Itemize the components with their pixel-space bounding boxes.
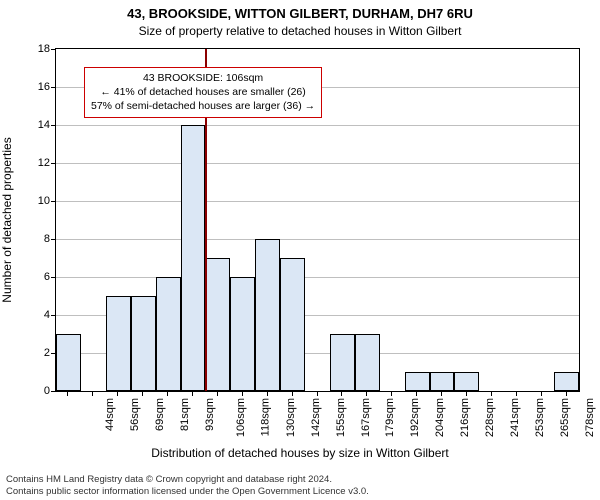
gridline (56, 277, 579, 278)
x-tick-mark (167, 392, 168, 396)
x-tick-mark (566, 392, 567, 396)
x-tick-mark (142, 392, 143, 396)
x-tick-mark (516, 392, 517, 396)
gridline (56, 163, 579, 164)
x-tick-mark (242, 392, 243, 396)
histogram-bar (405, 372, 430, 391)
plot-area: 43 BROOKSIDE: 106sqm← 41% of detached ho… (55, 48, 580, 392)
x-tick-label: 241sqm (509, 398, 521, 437)
x-tick-mark (366, 392, 367, 396)
x-tick-mark (192, 392, 193, 396)
y-tick-label: 16 (20, 81, 50, 93)
y-tick-label: 0 (20, 385, 50, 397)
y-tick-label: 10 (20, 195, 50, 207)
histogram-bar (205, 258, 230, 391)
gridline (56, 125, 579, 126)
histogram-bar (330, 334, 355, 391)
gridline (56, 201, 579, 202)
histogram-bar (554, 372, 579, 391)
footer-line1: Contains HM Land Registry data © Crown c… (6, 474, 369, 486)
x-tick-label: 130sqm (285, 398, 297, 437)
chart-container: 43, BROOKSIDE, WITTON GILBERT, DURHAM, D… (0, 0, 600, 500)
y-tick-mark (51, 201, 55, 202)
x-tick-mark (341, 392, 342, 396)
x-tick-mark (317, 392, 318, 396)
y-tick-label: 18 (20, 43, 50, 55)
chart-title: 43, BROOKSIDE, WITTON GILBERT, DURHAM, D… (0, 0, 600, 22)
x-tick-mark (92, 392, 93, 396)
histogram-bar (355, 334, 380, 391)
histogram-bar (280, 258, 305, 391)
x-tick-label: 204sqm (434, 398, 446, 437)
x-tick-mark (292, 392, 293, 396)
x-tick-mark (117, 392, 118, 396)
x-tick-label: 228sqm (484, 398, 496, 437)
y-tick-mark (51, 239, 55, 240)
annotation-callout: 43 BROOKSIDE: 106sqm← 41% of detached ho… (84, 67, 322, 118)
x-tick-label: 44sqm (104, 398, 116, 431)
y-tick-mark (51, 277, 55, 278)
gridline (56, 239, 579, 240)
histogram-bar (56, 334, 81, 391)
x-tick-label: 155sqm (335, 398, 347, 437)
y-axis-label: Number of detached properties (0, 137, 14, 302)
x-tick-label: 167sqm (360, 398, 372, 437)
y-tick-mark (51, 125, 55, 126)
x-tick-label: 265sqm (559, 398, 571, 437)
y-tick-label: 2 (20, 347, 50, 359)
x-tick-mark (541, 392, 542, 396)
x-tick-label: 192sqm (409, 398, 421, 437)
footer-line2: Contains public sector information licen… (6, 486, 369, 498)
x-tick-mark (441, 392, 442, 396)
footer-attribution: Contains HM Land Registry data © Crown c… (6, 474, 369, 498)
x-tick-mark (491, 392, 492, 396)
x-tick-mark (67, 392, 68, 396)
y-tick-mark (51, 49, 55, 50)
histogram-bar (106, 296, 131, 391)
annotation-line: 43 BROOKSIDE: 106sqm (91, 71, 315, 85)
y-tick-label: 6 (20, 271, 50, 283)
x-tick-label: 179sqm (385, 398, 397, 437)
x-tick-mark (466, 392, 467, 396)
x-tick-label: 81sqm (179, 398, 191, 431)
x-tick-label: 216sqm (459, 398, 471, 437)
x-tick-label: 69sqm (154, 398, 166, 431)
annotation-line: 57% of semi-detached houses are larger (… (91, 99, 315, 113)
x-tick-label: 56sqm (129, 398, 141, 431)
y-tick-mark (51, 353, 55, 354)
chart-subtitle: Size of property relative to detached ho… (0, 22, 600, 42)
histogram-bar (131, 296, 156, 391)
y-tick-mark (51, 163, 55, 164)
x-tick-label: 106sqm (235, 398, 247, 437)
y-tick-label: 12 (20, 157, 50, 169)
y-tick-mark (51, 87, 55, 88)
x-tick-mark (267, 392, 268, 396)
y-tick-label: 4 (20, 309, 50, 321)
histogram-bar (156, 277, 181, 391)
x-tick-label: 142sqm (310, 398, 322, 437)
y-tick-label: 8 (20, 233, 50, 245)
annotation-line: ← 41% of detached houses are smaller (26… (91, 85, 315, 99)
histogram-bar (181, 125, 206, 391)
x-axis-label: Distribution of detached houses by size … (0, 446, 600, 460)
histogram-bar (255, 239, 280, 391)
x-tick-mark (391, 392, 392, 396)
y-tick-mark (51, 315, 55, 316)
y-tick-label: 14 (20, 119, 50, 131)
x-tick-label: 253sqm (534, 398, 546, 437)
y-tick-mark (51, 391, 55, 392)
x-tick-label: 118sqm (259, 398, 271, 436)
x-tick-mark (416, 392, 417, 396)
histogram-bar (430, 372, 455, 391)
x-tick-label: 278sqm (584, 398, 596, 437)
histogram-bar (230, 277, 255, 391)
histogram-bar (454, 372, 479, 391)
x-tick-label: 93sqm (204, 398, 216, 431)
x-tick-mark (217, 392, 218, 396)
